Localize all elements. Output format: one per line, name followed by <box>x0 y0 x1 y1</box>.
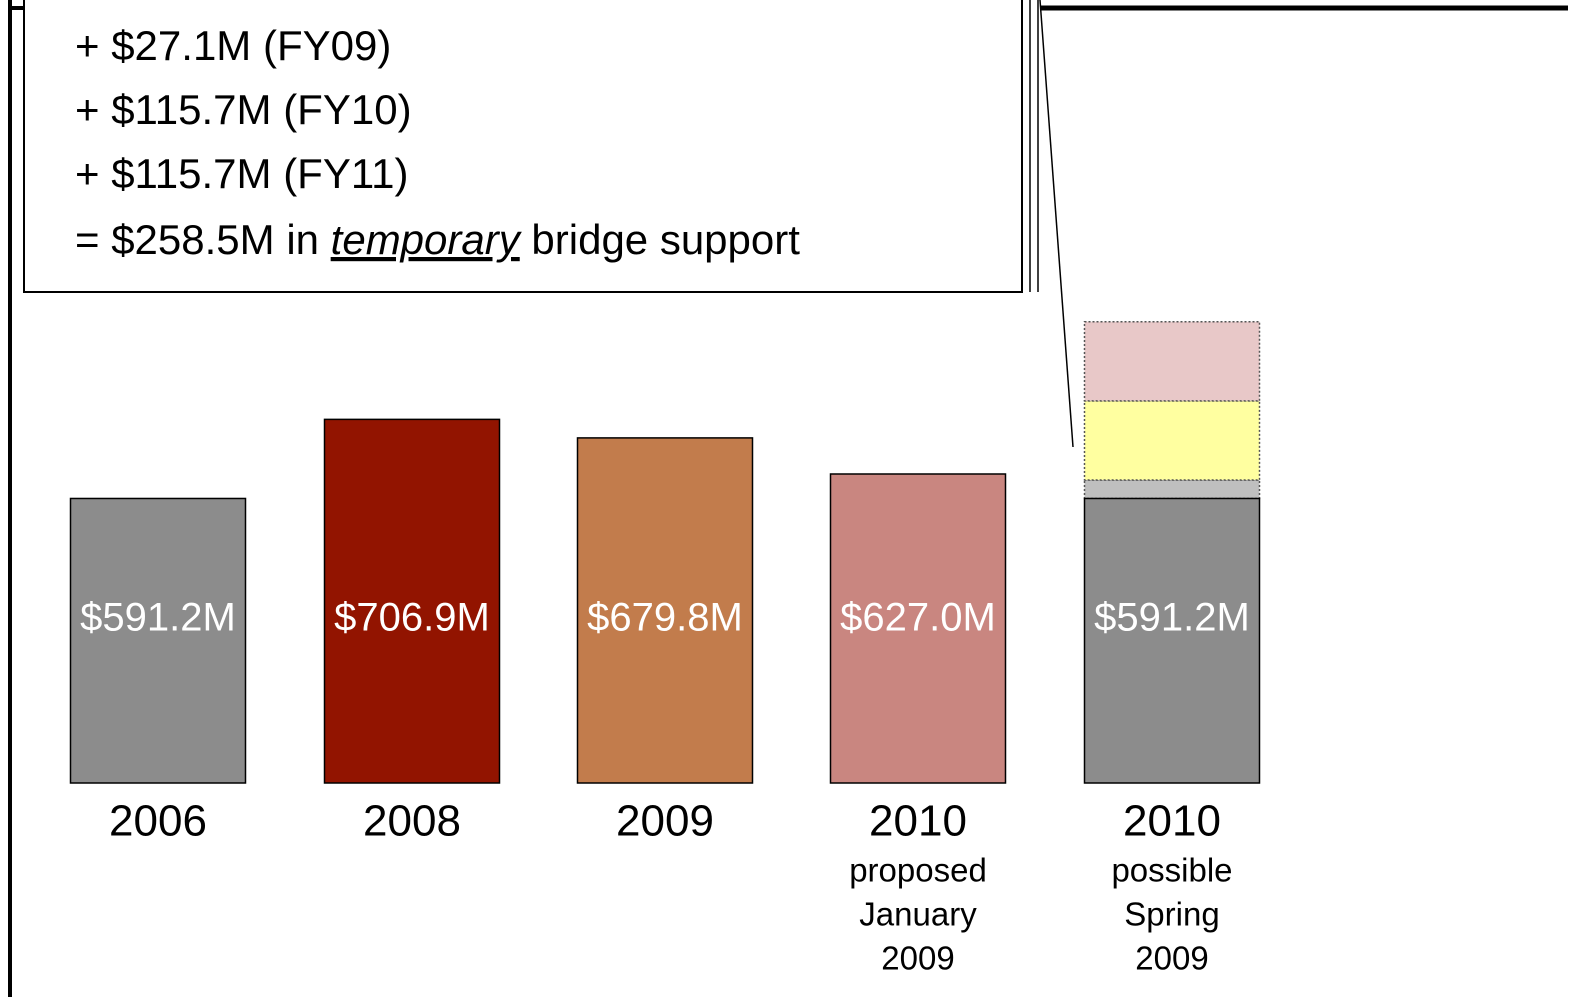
value-label: $706.9M <box>334 596 490 640</box>
x-tick-sublabel: 2009 <box>881 940 954 977</box>
value-label: $591.2M <box>80 596 236 640</box>
bar <box>576 437 754 784</box>
bar <box>1083 497 1261 784</box>
annotation-line: + $115.7M (FY11) <box>75 150 408 197</box>
annotation-text: = $258.5M in <box>75 216 331 263</box>
stack-segment <box>1083 400 1261 481</box>
value-label: $627.0M <box>840 596 996 640</box>
bar <box>829 473 1007 784</box>
x-tick-label: 2010 <box>1123 797 1221 846</box>
annotation-emphasis: temporary <box>331 216 523 263</box>
value-label: $679.8M <box>587 596 743 640</box>
x-tick-label: 2010 <box>869 797 967 846</box>
stack-segment <box>1083 321 1261 402</box>
x-tick-sublabel: possible <box>1111 852 1232 889</box>
stack-segment <box>1083 479 1261 500</box>
annotation-line: + $27.1M (FY09) <box>75 22 391 69</box>
x-tick-sublabel: 2009 <box>1135 940 1208 977</box>
bar <box>69 497 247 784</box>
x-tick-label: 2008 <box>363 797 461 846</box>
value-label: $591.2M <box>1094 596 1250 640</box>
x-tick-sublabel: proposed <box>849 852 987 889</box>
x-tick-label: 2009 <box>616 797 714 846</box>
x-tick-label: 2006 <box>109 797 207 846</box>
annotation-total: = $258.5M in temporary bridge support <box>75 216 800 263</box>
bar <box>323 418 501 784</box>
x-tick-sublabel: January <box>859 896 977 933</box>
x-tick-sublabel: Spring <box>1124 896 1219 933</box>
callout-line <box>1039 0 1074 448</box>
annotation-text: bridge support <box>520 216 801 263</box>
annotation-box <box>23 0 1023 293</box>
annotation-line: + $115.7M (FY10) <box>75 86 412 133</box>
